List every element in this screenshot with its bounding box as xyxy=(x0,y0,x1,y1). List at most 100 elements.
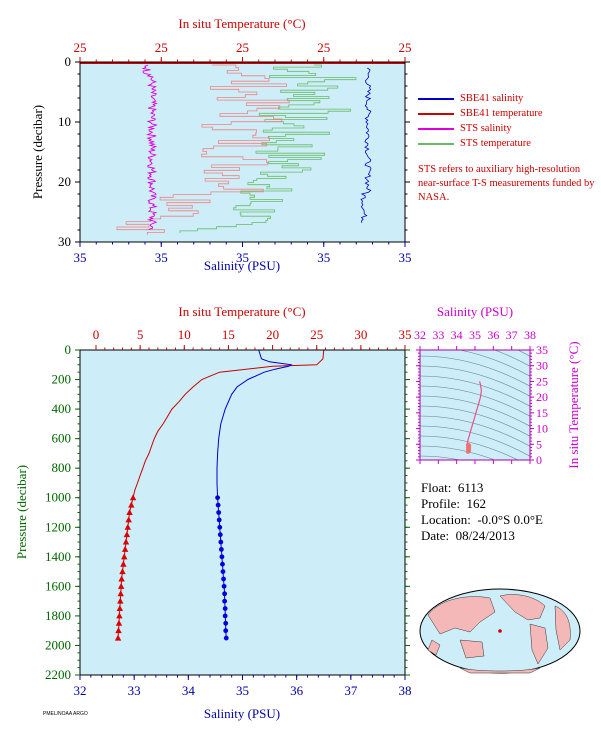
map-land-antarctica xyxy=(459,667,541,674)
ts-density-contour xyxy=(420,425,530,457)
temperature-marker xyxy=(122,538,130,545)
ts-temp-tick-label: 20 xyxy=(536,390,548,404)
salinity-marker xyxy=(219,554,225,560)
legend-item-sbe41-salinity: SBE41 salinity xyxy=(418,91,543,106)
salinity-marker xyxy=(220,561,225,567)
ts-temp-tick-label: 35 xyxy=(536,343,548,357)
top-temperature-axis-label: In situ Temperature (°C) xyxy=(178,16,305,31)
float-value: 6113 xyxy=(457,480,484,495)
temperature-marker xyxy=(121,553,128,560)
legend-swatch-sbe41-temperature xyxy=(418,112,454,115)
bottom-temp-tick-label: 10 xyxy=(178,327,191,342)
bottom-pressure-tick-label: 2200 xyxy=(45,667,71,682)
bottom-chart: 0 5 10 15 20 25 30 35 32 33 34 35 36 37 38 0 200 400 600 80… xyxy=(14,304,412,721)
ts-temp-tick-label: 0 xyxy=(536,453,542,467)
ts-density-contour xyxy=(420,395,530,427)
top-chart: 25 25 25 25 25 35 35 35 35 35 0 10 20 30 In situ Temp… xyxy=(30,16,412,273)
top-sal-tick-label: 35 xyxy=(236,250,249,265)
bottom-sal-tick-label: 38 xyxy=(399,683,412,698)
salinity-marker xyxy=(223,620,229,626)
map-land-south-america xyxy=(529,623,549,665)
ts-density-contour xyxy=(420,415,530,447)
top-temp-tick-label: 25 xyxy=(317,40,330,55)
map-land xyxy=(427,594,571,674)
salinity-marker xyxy=(222,598,228,604)
top-salinity-axis-label: Salinity (PSU) xyxy=(204,258,280,273)
bottom-pressure-tick-label: 1200 xyxy=(45,519,71,534)
bottom-pressure-tick-label: 400 xyxy=(52,401,72,416)
salinity-marker xyxy=(220,569,226,574)
ts-sal-tick-label: 33 xyxy=(432,328,444,342)
ts-temp-tick-label: 10 xyxy=(536,422,548,436)
ts-sal-tick-label: 38 xyxy=(524,328,536,342)
bottom-temp-tick-label: 25 xyxy=(310,327,323,342)
series-sts-temperature-alt xyxy=(116,64,290,236)
temperature-marker xyxy=(126,509,133,515)
profile-label: Profile: xyxy=(421,496,460,511)
temperature-marker xyxy=(128,501,135,508)
bottom-pressure-tick-label: 1800 xyxy=(45,608,71,623)
ts-sal-tick-label: 34 xyxy=(451,328,463,342)
salinity-marker xyxy=(217,532,223,538)
float-info: Float: 6113 Profile: 162 Location: -0.0°… xyxy=(421,480,543,544)
bottom-pressure-tick-label: 800 xyxy=(52,460,72,475)
map-land-africa-west xyxy=(427,639,441,656)
top-pressure-tick-label: 0 xyxy=(65,54,72,69)
ts-sal-tick-label: 36 xyxy=(487,328,499,342)
map-land-africa-europe xyxy=(554,605,571,651)
salinity-marker xyxy=(222,613,228,619)
top-temp-tick-label: 25 xyxy=(74,40,87,55)
series-sts-temperature xyxy=(179,64,357,233)
ts-sal-tick-label: 35 xyxy=(469,328,481,342)
bottom-pressure-tick-label: 1000 xyxy=(45,490,71,505)
ts-temp-tick-label: 30 xyxy=(536,359,548,373)
credit-text: PMEL/NOAA ARGO xyxy=(43,711,88,717)
bottom-sal-tick-label: 37 xyxy=(344,683,358,698)
temperature-marker xyxy=(120,560,127,567)
ts-density-contour xyxy=(420,365,530,397)
ts-density-contour xyxy=(420,435,519,460)
location-value: -0.0°S 0.0°E xyxy=(477,512,543,527)
ts-sal-tick-label: 37 xyxy=(506,328,518,342)
legend-swatch-sts-salinity xyxy=(418,127,454,130)
date-value: 08/24/2013 xyxy=(455,528,515,543)
bottom-pressure-tick-label: 2000 xyxy=(45,637,71,652)
top-pressure-tick-label: 30 xyxy=(58,234,71,249)
top-series-layer xyxy=(80,62,405,236)
salinity-marker xyxy=(223,635,229,641)
temperature-marker xyxy=(116,612,123,619)
temperature-marker xyxy=(117,582,125,589)
temperature-marker xyxy=(123,531,131,538)
top-axes: 25 25 25 25 25 35 35 35 35 35 0 10 20 30 xyxy=(58,40,412,265)
profile-value: 162 xyxy=(466,496,487,511)
temperature-marker xyxy=(121,545,129,552)
temperature-marker xyxy=(117,590,124,597)
salinity-marker xyxy=(216,510,222,515)
bottom-temp-tick-label: 0 xyxy=(93,327,100,342)
bottom-sal-tick-label: 35 xyxy=(236,683,249,698)
bottom-temperature-axis-label: In situ Temperature (°C) xyxy=(178,304,305,319)
temperature-marker xyxy=(116,605,124,612)
legend-item-sts-temperature: STS temperature xyxy=(418,136,543,151)
top-pressure-tick-label: 10 xyxy=(58,114,71,129)
bottom-temp-tick-label: 35 xyxy=(399,327,412,342)
bottom-pressure-tick-label: 1600 xyxy=(45,578,71,593)
bottom-temp-tick-label: 5 xyxy=(137,327,144,342)
float-info-profile: Profile: 162 xyxy=(421,496,543,512)
ts-density-contour xyxy=(420,445,496,460)
salinity-marker xyxy=(218,539,224,545)
bottom-sal-tick-label: 36 xyxy=(290,683,304,698)
map-land-north-america xyxy=(499,594,546,621)
location-label: Location: xyxy=(421,512,471,527)
bottom-temp-tick-label: 20 xyxy=(266,327,279,342)
bottom-plot-background xyxy=(80,350,405,675)
bottom-salinity-axis-label: Salinity (PSU) xyxy=(204,706,280,721)
ts-deep-point xyxy=(466,442,471,447)
temperature-marker xyxy=(117,597,124,604)
ts-plot-background xyxy=(420,350,530,460)
series-sbe41-salinity xyxy=(360,67,372,223)
salinity-marker xyxy=(222,591,228,597)
top-temp-tick-label: 25 xyxy=(236,40,249,55)
